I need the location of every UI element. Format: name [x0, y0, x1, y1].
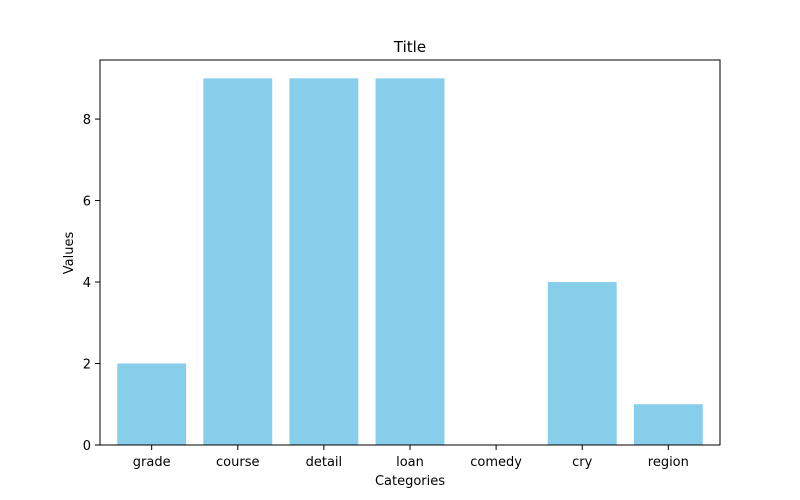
bar-course — [203, 78, 273, 445]
y-axis-ticks: 0 2 4 6 8 — [83, 113, 100, 454]
y-tick-label: 8 — [83, 113, 91, 128]
y-tick-label: 0 — [83, 439, 91, 454]
x-tick-label: detail — [306, 455, 343, 470]
x-tick-label: loan — [396, 455, 424, 470]
y-axis-label: Values — [62, 232, 77, 275]
y-tick-label: 4 — [83, 276, 91, 291]
bar-detail — [289, 78, 359, 445]
bar-loan — [375, 78, 445, 445]
y-tick-label: 6 — [83, 195, 91, 210]
bar-cry — [547, 282, 617, 445]
x-tick-label: cry — [572, 455, 592, 470]
bars-group — [117, 78, 703, 445]
x-tick-label: region — [648, 455, 689, 470]
x-tick-label: course — [216, 455, 259, 470]
bar-grade — [117, 363, 187, 445]
x-tick-label: comedy — [470, 455, 522, 470]
chart-title: Title — [393, 38, 426, 56]
x-tick-label: grade — [133, 455, 171, 470]
bar-region — [633, 404, 703, 445]
x-axis-ticks: grade course detail loan comedy cry region — [133, 445, 689, 470]
x-axis-label: Categories — [375, 474, 445, 489]
y-tick-label: 2 — [83, 358, 91, 373]
